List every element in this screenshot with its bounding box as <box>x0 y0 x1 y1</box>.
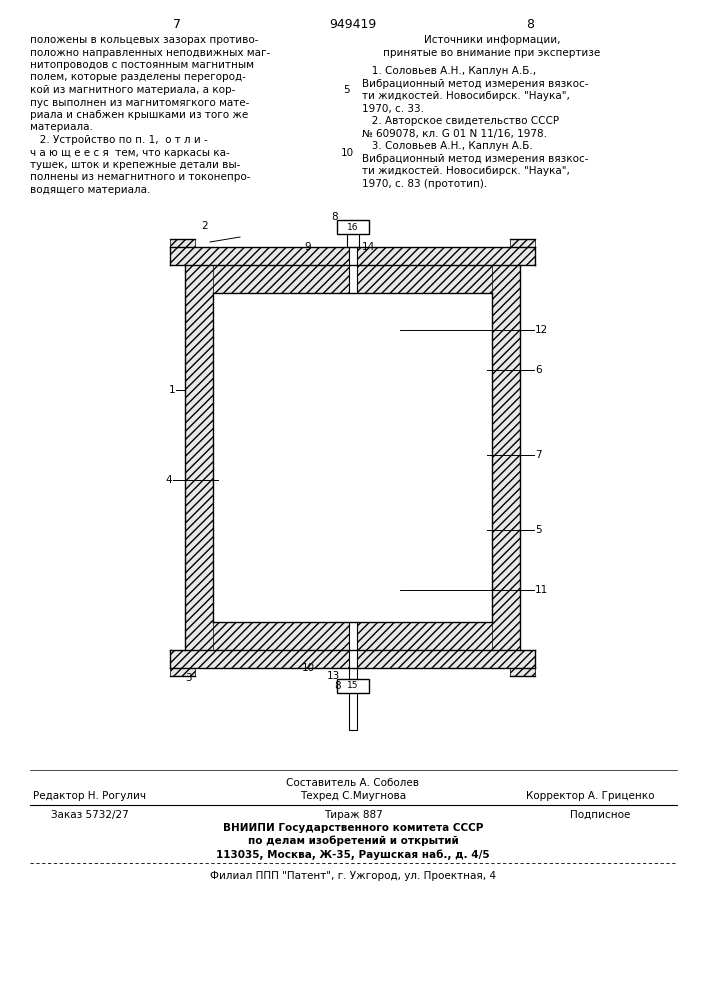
Text: 1. Соловьев А.Н., Каплун А.Б.,: 1. Соловьев А.Н., Каплун А.Б., <box>362 66 536 76</box>
Bar <box>380 467 398 552</box>
Text: 1970, с. 83 (прототип).: 1970, с. 83 (прототип). <box>362 179 487 189</box>
Text: Филиал ППП "Патент", г. Ужгород, ул. Проектная, 4: Филиал ППП "Патент", г. Ужгород, ул. Про… <box>210 871 496 881</box>
Text: 1: 1 <box>168 385 175 395</box>
Text: 10: 10 <box>341 147 354 157</box>
Text: положены в кольцевых зазорах противо-: положены в кольцевых зазорах противо- <box>30 35 259 45</box>
Text: 13: 13 <box>327 671 339 681</box>
Text: Заказ 5732/27: Заказ 5732/27 <box>51 810 129 820</box>
Bar <box>170 247 535 265</box>
Bar <box>213 293 492 622</box>
Text: 14: 14 <box>361 242 375 252</box>
Bar <box>349 239 357 730</box>
Text: ВНИИПИ Государственного комитета СССР: ВНИИПИ Государственного комитета СССР <box>223 823 483 833</box>
Bar <box>308 534 398 552</box>
Bar <box>510 668 535 676</box>
Text: полем, которые разделены перегород-: полем, которые разделены перегород- <box>30 73 246 83</box>
Bar <box>360 335 378 376</box>
Text: ти жидкостей. Новосибирск. "Наука",: ти жидкостей. Новосибирск. "Наука", <box>362 166 570 176</box>
Text: 12: 12 <box>535 325 548 335</box>
Text: 9: 9 <box>305 242 311 252</box>
Text: Вибрационный метод измерения вязкос-: Вибрационный метод измерения вязкос- <box>362 154 588 164</box>
Bar <box>170 239 195 247</box>
Text: № 609078, кл. G 01 N 11/16, 1978.: № 609078, кл. G 01 N 11/16, 1978. <box>362 129 547 139</box>
Bar <box>328 335 346 376</box>
Text: 113035, Москва, Ж-35, Раушская наб., д. 4/5: 113035, Москва, Ж-35, Раушская наб., д. … <box>216 849 490 859</box>
Text: ч а ю щ е е с я  тем, что каркасы ка-: ч а ю щ е е с я тем, что каркасы ка- <box>30 147 230 157</box>
Text: 10: 10 <box>301 663 315 673</box>
Text: 5: 5 <box>344 85 350 95</box>
Bar <box>492 265 520 650</box>
Bar <box>185 265 213 650</box>
Bar <box>308 313 326 398</box>
Text: кой из магнитного материала, а кор-: кой из магнитного материала, а кор- <box>30 85 235 95</box>
Text: 7: 7 <box>535 450 542 460</box>
Text: 3. Соловьев А.Н., Каплун А.Б.: 3. Соловьев А.Н., Каплун А.Б. <box>362 141 533 151</box>
Text: Корректор А. Гриценко: Корректор А. Гриценко <box>526 791 654 801</box>
Text: Редактор Н. Рогулич: Редактор Н. Рогулич <box>33 791 146 801</box>
Text: тушек, шток и крепежные детали вы-: тушек, шток и крепежные детали вы- <box>30 160 240 170</box>
Text: 7: 7 <box>173 18 181 31</box>
Bar <box>308 467 398 485</box>
Text: водящего материала.: водящего материала. <box>30 185 151 195</box>
Text: 2: 2 <box>201 221 209 231</box>
Text: полнены из немагнитного и токонепро-: полнены из немагнитного и токонепро- <box>30 172 250 182</box>
Text: 16: 16 <box>347 223 358 232</box>
Text: 8: 8 <box>526 18 534 31</box>
Text: положно направленных неподвижных маг-: положно направленных неподвижных маг- <box>30 47 270 57</box>
Text: 8: 8 <box>332 212 339 222</box>
Text: пус выполнен из магнитомягкого мате-: пус выполнен из магнитомягкого мате- <box>30 98 250 107</box>
Text: 5: 5 <box>535 525 542 535</box>
Text: 15: 15 <box>347 682 358 690</box>
Bar <box>170 668 195 676</box>
Text: Тираж 887: Тираж 887 <box>324 810 382 820</box>
Text: нитопроводов с постоянным магнитным: нитопроводов с постоянным магнитным <box>30 60 254 70</box>
Bar <box>380 313 398 398</box>
Text: риала и снабжен крышками из того же: риала и снабжен крышками из того же <box>30 110 248 120</box>
Bar <box>308 313 398 331</box>
Text: 4: 4 <box>165 475 172 485</box>
Text: Вибрационный метод измерения вязкос-: Вибрационный метод измерения вязкос- <box>362 79 588 89</box>
Text: принятые во внимание при экспертизе: принятые во внимание при экспертизе <box>383 47 601 57</box>
Text: 11: 11 <box>535 585 548 595</box>
Bar <box>185 622 520 650</box>
Text: Источники информации,: Источники информации, <box>423 35 560 45</box>
Text: Техред С.Миугнова: Техред С.Миугнова <box>300 791 406 801</box>
Bar <box>337 220 369 234</box>
Bar <box>308 380 398 398</box>
Text: 2. Авторское свидетельство СССР: 2. Авторское свидетельство СССР <box>362 116 559 126</box>
Text: по делам изобретений и открытий: по делам изобретений и открытий <box>247 836 458 846</box>
Text: материала.: материала. <box>30 122 93 132</box>
Text: Подписное: Подписное <box>570 810 630 820</box>
Bar <box>308 467 326 552</box>
Bar <box>347 227 359 247</box>
Bar <box>510 239 535 247</box>
Text: 1970, с. 33.: 1970, с. 33. <box>362 104 424 114</box>
Text: 8: 8 <box>334 681 341 691</box>
Text: ти жидкостей. Новосибирск. "Наука",: ти жидкостей. Новосибирск. "Наука", <box>362 91 570 101</box>
Text: 3: 3 <box>185 673 192 683</box>
Text: 6: 6 <box>535 365 542 375</box>
Bar <box>170 650 535 668</box>
Bar <box>213 451 492 463</box>
Bar <box>337 679 369 693</box>
Bar <box>185 265 520 293</box>
Text: Составитель А. Соболев: Составитель А. Соболев <box>286 778 419 788</box>
Bar <box>360 489 378 530</box>
Text: 2. Устройство по п. 1,  о т л и -: 2. Устройство по п. 1, о т л и - <box>30 135 208 145</box>
Text: 949419: 949419 <box>329 18 377 31</box>
Bar <box>328 489 346 530</box>
